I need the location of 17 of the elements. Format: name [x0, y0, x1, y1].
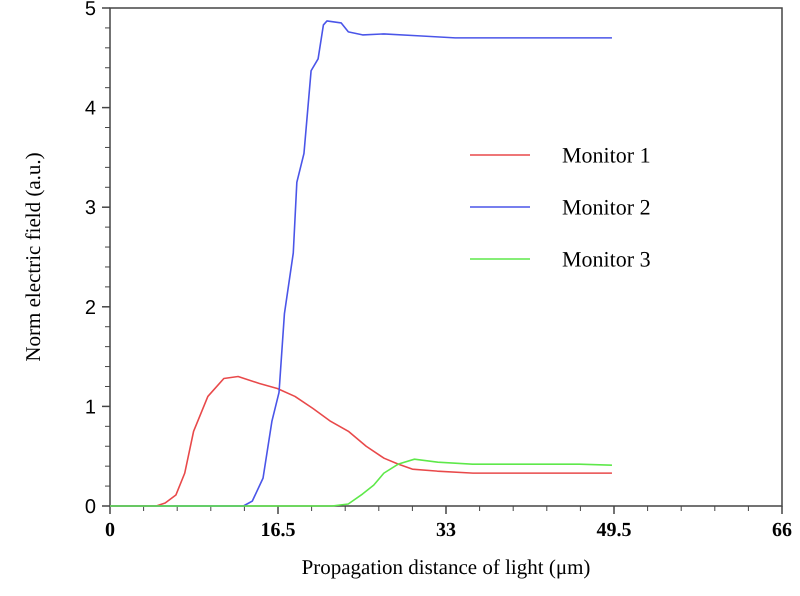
- y-tick-label: 5: [84, 0, 96, 20]
- y-tick-label: 1: [84, 396, 96, 418]
- legend-label: Monitor 1: [562, 142, 651, 168]
- y-tick-label: 2: [84, 296, 96, 319]
- y-tick-label: 4: [84, 98, 96, 120]
- legend-label: Monitor 3: [562, 246, 651, 272]
- y-tick-label: 3: [84, 197, 96, 220]
- x-tick-label: 66: [772, 519, 792, 541]
- x-axis-title: Propagation distance of light (μm): [302, 555, 590, 579]
- y-tick-label: 0: [84, 496, 96, 518]
- line-series: [109, 458, 613, 507]
- x-tick-label: 0: [105, 519, 115, 541]
- x-tick-label: 16.5: [260, 519, 296, 541]
- x-tick-label: 49.5: [596, 519, 632, 541]
- x-tick-label: 33: [436, 519, 456, 541]
- y-axis-title: Norm electric field (a.u.): [21, 152, 45, 362]
- legend-label: Monitor 2: [562, 194, 651, 220]
